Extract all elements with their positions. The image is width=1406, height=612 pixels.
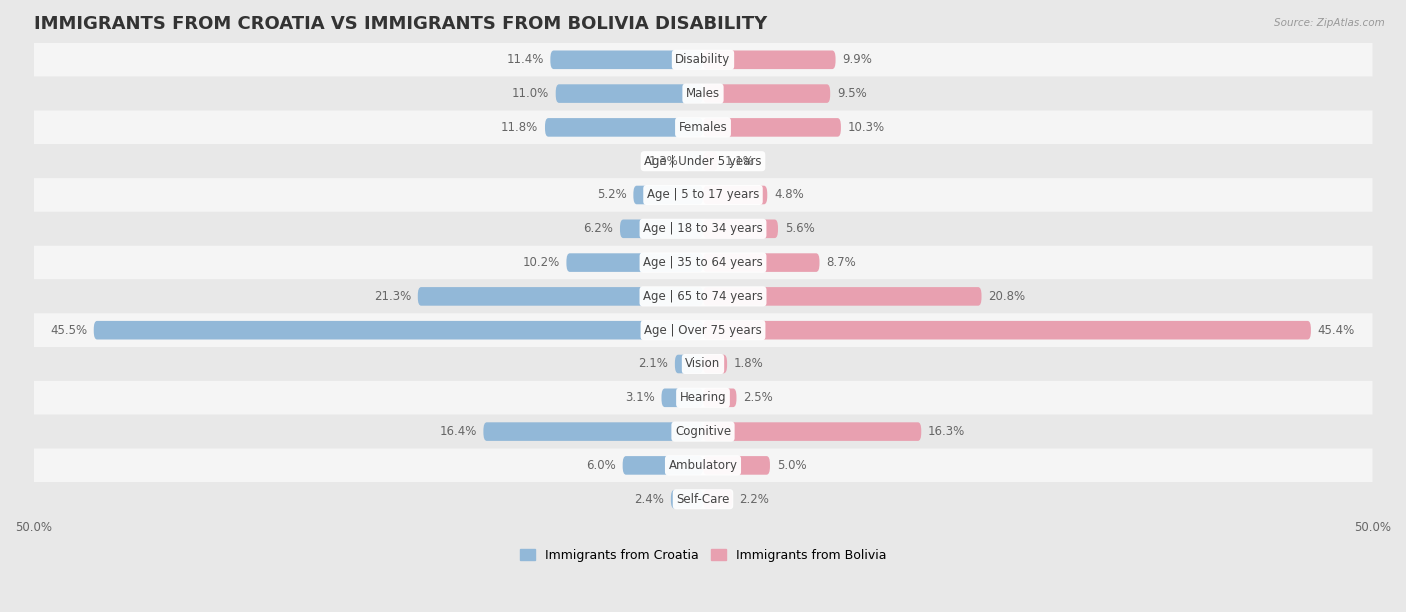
FancyBboxPatch shape bbox=[555, 84, 703, 103]
Text: Age | Over 75 years: Age | Over 75 years bbox=[644, 324, 762, 337]
FancyBboxPatch shape bbox=[703, 321, 1310, 340]
FancyBboxPatch shape bbox=[34, 178, 1372, 212]
FancyBboxPatch shape bbox=[703, 389, 737, 407]
Text: Self-Care: Self-Care bbox=[676, 493, 730, 506]
FancyBboxPatch shape bbox=[546, 118, 703, 136]
FancyBboxPatch shape bbox=[620, 220, 703, 238]
FancyBboxPatch shape bbox=[703, 152, 717, 171]
Text: Hearing: Hearing bbox=[679, 391, 727, 405]
FancyBboxPatch shape bbox=[671, 490, 703, 509]
Text: 6.2%: 6.2% bbox=[583, 222, 613, 235]
Text: Age | 35 to 64 years: Age | 35 to 64 years bbox=[643, 256, 763, 269]
FancyBboxPatch shape bbox=[34, 111, 1372, 144]
FancyBboxPatch shape bbox=[34, 449, 1372, 482]
FancyBboxPatch shape bbox=[94, 321, 703, 340]
Text: 16.3%: 16.3% bbox=[928, 425, 965, 438]
Text: 16.4%: 16.4% bbox=[439, 425, 477, 438]
FancyBboxPatch shape bbox=[703, 422, 921, 441]
Text: 10.2%: 10.2% bbox=[523, 256, 560, 269]
FancyBboxPatch shape bbox=[34, 280, 1372, 313]
Text: 1.1%: 1.1% bbox=[724, 155, 754, 168]
FancyBboxPatch shape bbox=[34, 347, 1372, 381]
FancyBboxPatch shape bbox=[418, 287, 703, 305]
FancyBboxPatch shape bbox=[34, 381, 1372, 415]
Text: Age | 18 to 34 years: Age | 18 to 34 years bbox=[643, 222, 763, 235]
Text: 5.0%: 5.0% bbox=[776, 459, 806, 472]
Text: 8.7%: 8.7% bbox=[827, 256, 856, 269]
FancyBboxPatch shape bbox=[703, 84, 830, 103]
FancyBboxPatch shape bbox=[34, 76, 1372, 111]
FancyBboxPatch shape bbox=[675, 355, 703, 373]
FancyBboxPatch shape bbox=[703, 253, 820, 272]
Text: 45.5%: 45.5% bbox=[51, 324, 87, 337]
Text: 10.3%: 10.3% bbox=[848, 121, 884, 134]
Text: 4.8%: 4.8% bbox=[773, 188, 804, 201]
Text: 45.4%: 45.4% bbox=[1317, 324, 1355, 337]
FancyBboxPatch shape bbox=[703, 185, 768, 204]
Text: 3.1%: 3.1% bbox=[626, 391, 655, 405]
Text: 5.6%: 5.6% bbox=[785, 222, 814, 235]
FancyBboxPatch shape bbox=[550, 51, 703, 69]
Text: Disability: Disability bbox=[675, 53, 731, 66]
Text: Cognitive: Cognitive bbox=[675, 425, 731, 438]
FancyBboxPatch shape bbox=[484, 422, 703, 441]
FancyBboxPatch shape bbox=[703, 51, 835, 69]
Text: 5.2%: 5.2% bbox=[598, 188, 627, 201]
FancyBboxPatch shape bbox=[34, 245, 1372, 280]
FancyBboxPatch shape bbox=[703, 287, 981, 305]
Text: 11.4%: 11.4% bbox=[506, 53, 544, 66]
Text: 9.5%: 9.5% bbox=[837, 87, 866, 100]
Text: 1.3%: 1.3% bbox=[650, 155, 679, 168]
FancyBboxPatch shape bbox=[703, 456, 770, 475]
FancyBboxPatch shape bbox=[34, 482, 1372, 516]
Text: 9.9%: 9.9% bbox=[842, 53, 872, 66]
FancyBboxPatch shape bbox=[34, 313, 1372, 347]
Text: 11.8%: 11.8% bbox=[501, 121, 538, 134]
Text: Ambulatory: Ambulatory bbox=[668, 459, 738, 472]
FancyBboxPatch shape bbox=[703, 355, 727, 373]
Text: 2.5%: 2.5% bbox=[744, 391, 773, 405]
Text: IMMIGRANTS FROM CROATIA VS IMMIGRANTS FROM BOLIVIA DISABILITY: IMMIGRANTS FROM CROATIA VS IMMIGRANTS FR… bbox=[34, 15, 766, 33]
Text: Females: Females bbox=[679, 121, 727, 134]
Text: Age | 5 to 17 years: Age | 5 to 17 years bbox=[647, 188, 759, 201]
FancyBboxPatch shape bbox=[567, 253, 703, 272]
Text: Source: ZipAtlas.com: Source: ZipAtlas.com bbox=[1274, 18, 1385, 28]
Text: 21.3%: 21.3% bbox=[374, 290, 411, 303]
FancyBboxPatch shape bbox=[703, 118, 841, 136]
FancyBboxPatch shape bbox=[661, 389, 703, 407]
Text: Age | Under 5 years: Age | Under 5 years bbox=[644, 155, 762, 168]
Text: 1.8%: 1.8% bbox=[734, 357, 763, 370]
Text: 2.4%: 2.4% bbox=[634, 493, 664, 506]
Text: 2.1%: 2.1% bbox=[638, 357, 668, 370]
FancyBboxPatch shape bbox=[686, 152, 703, 171]
Text: 2.2%: 2.2% bbox=[740, 493, 769, 506]
Text: 6.0%: 6.0% bbox=[586, 459, 616, 472]
Text: Males: Males bbox=[686, 87, 720, 100]
FancyBboxPatch shape bbox=[34, 415, 1372, 449]
FancyBboxPatch shape bbox=[623, 456, 703, 475]
Text: Vision: Vision bbox=[685, 357, 721, 370]
Text: 11.0%: 11.0% bbox=[512, 87, 548, 100]
Text: 20.8%: 20.8% bbox=[988, 290, 1025, 303]
FancyBboxPatch shape bbox=[34, 43, 1372, 76]
Legend: Immigrants from Croatia, Immigrants from Bolivia: Immigrants from Croatia, Immigrants from… bbox=[515, 543, 891, 567]
FancyBboxPatch shape bbox=[34, 212, 1372, 245]
FancyBboxPatch shape bbox=[633, 185, 703, 204]
FancyBboxPatch shape bbox=[703, 220, 778, 238]
FancyBboxPatch shape bbox=[34, 144, 1372, 178]
Text: Age | 65 to 74 years: Age | 65 to 74 years bbox=[643, 290, 763, 303]
FancyBboxPatch shape bbox=[703, 490, 733, 509]
